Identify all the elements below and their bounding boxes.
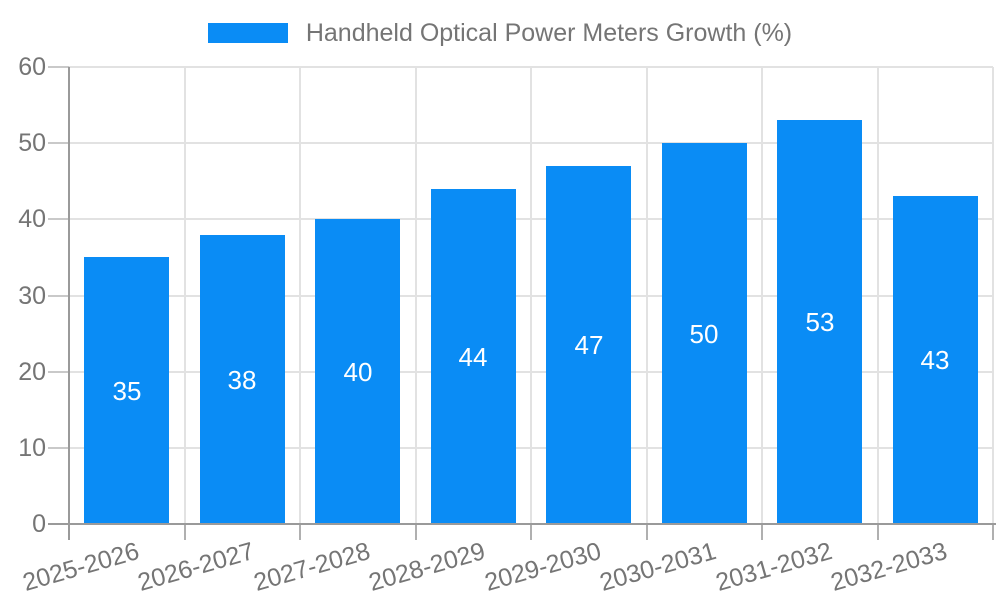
x-tick-mark xyxy=(877,524,879,540)
x-tick-label: 2025-2026 xyxy=(20,537,143,597)
v-gridline xyxy=(761,67,763,524)
bar-value-label: 40 xyxy=(343,357,373,387)
y-tick-mark xyxy=(48,447,69,449)
chart-legend[interactable]: Handheld Optical Power Meters Growth (%) xyxy=(0,16,1000,50)
v-gridline xyxy=(415,67,417,524)
x-tick-label: 2032-2033 xyxy=(828,537,951,597)
bar-value-label: 44 xyxy=(458,342,488,372)
bar[interactable] xyxy=(84,257,169,524)
y-tick-label: 20 xyxy=(18,358,46,386)
x-tick-mark xyxy=(530,524,532,540)
x-tick-mark xyxy=(992,524,994,540)
y-axis-line xyxy=(68,67,70,540)
bar-value-label: 47 xyxy=(574,330,604,360)
y-tick-mark xyxy=(48,295,69,297)
v-gridline xyxy=(299,67,301,524)
v-gridline xyxy=(530,67,532,524)
v-gridline xyxy=(184,67,186,524)
bar[interactable] xyxy=(893,196,978,524)
y-tick-label: 40 xyxy=(18,205,46,233)
bar[interactable] xyxy=(777,120,862,524)
x-tick-mark xyxy=(184,524,186,540)
v-gridline xyxy=(992,67,994,524)
x-tick-label: 2026-2027 xyxy=(135,537,258,597)
bar[interactable] xyxy=(315,219,400,524)
bar-value-label: 38 xyxy=(227,365,257,395)
y-tick-label: 10 xyxy=(18,434,46,462)
bar[interactable] xyxy=(662,143,747,524)
y-tick-label: 30 xyxy=(18,282,46,310)
y-tick-mark xyxy=(48,66,69,68)
x-axis-line xyxy=(48,523,996,525)
y-tick-label: 60 xyxy=(18,53,46,81)
legend-label: Handheld Optical Power Meters Growth (%) xyxy=(305,18,793,47)
v-gridline xyxy=(877,67,879,524)
bar[interactable] xyxy=(200,235,285,524)
x-tick-label: 2030-2031 xyxy=(597,537,720,597)
x-tick-label: 2031-2032 xyxy=(713,537,836,597)
y-tick-label: 0 xyxy=(32,510,46,538)
legend-swatch-icon xyxy=(207,23,288,43)
bar-value-label: 53 xyxy=(805,307,835,337)
x-tick-label: 2028-2029 xyxy=(366,537,489,597)
bar[interactable] xyxy=(431,189,516,524)
x-tick-mark xyxy=(415,524,417,540)
x-tick-label: 2029-2030 xyxy=(482,537,605,597)
bar-value-label: 43 xyxy=(920,345,950,375)
v-gridline xyxy=(646,67,648,524)
x-tick-mark xyxy=(646,524,648,540)
y-tick-label: 50 xyxy=(18,129,46,157)
x-tick-mark xyxy=(761,524,763,540)
y-tick-mark xyxy=(48,371,69,373)
bar-value-label: 50 xyxy=(689,319,719,349)
x-tick-mark xyxy=(299,524,301,540)
y-tick-mark xyxy=(48,218,69,220)
y-tick-mark xyxy=(48,142,69,144)
x-tick-label: 2027-2028 xyxy=(251,537,374,597)
bar-value-label: 35 xyxy=(112,376,142,406)
bar[interactable] xyxy=(546,166,631,524)
